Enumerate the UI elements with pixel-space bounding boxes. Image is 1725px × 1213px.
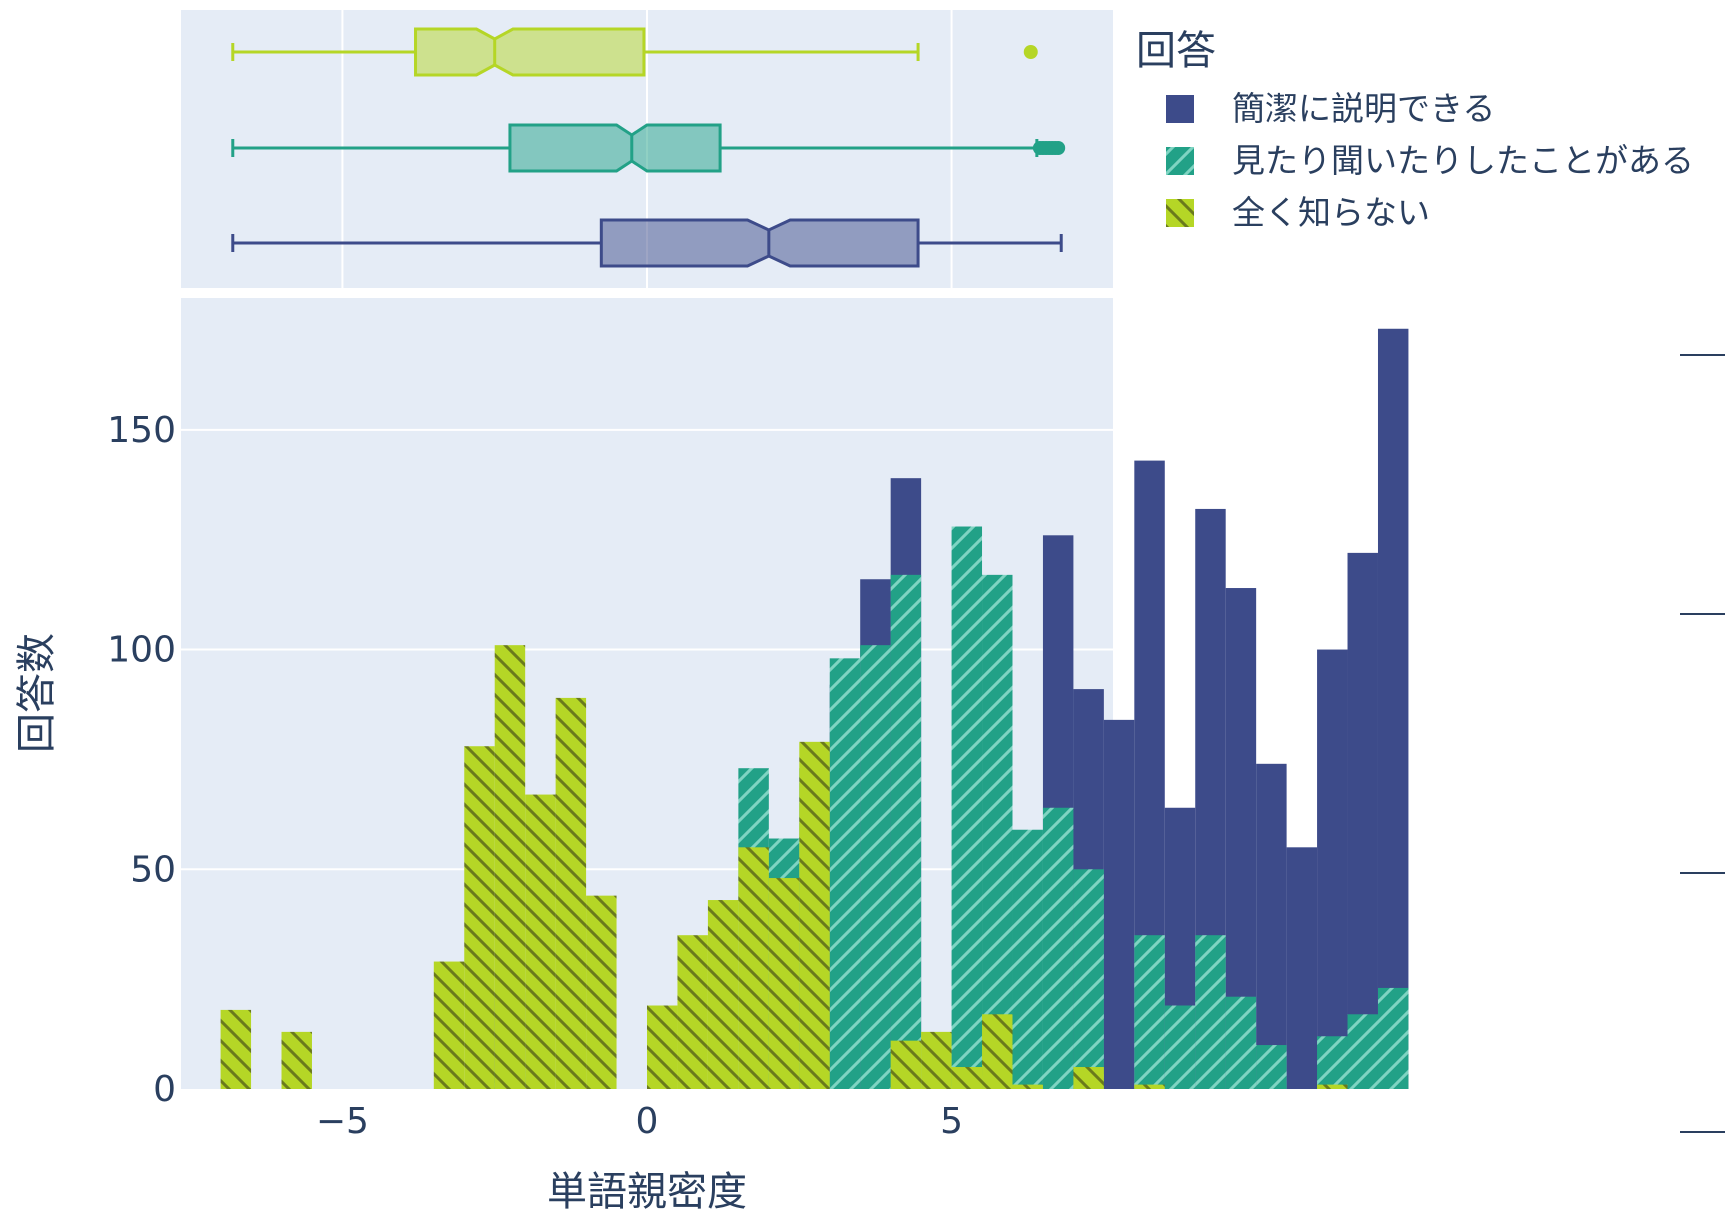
bar-heard [1377, 987, 1409, 1089]
bar-unknown [1317, 1084, 1348, 1089]
boxplot-box [414, 27, 646, 77]
bar-heard [1012, 829, 1043, 1089]
bar-unknown [982, 1014, 1013, 1089]
y-tick-label: 50 [130, 849, 176, 890]
x-axis-ticks: −5 0 5 [316, 1101, 963, 1142]
bar-heard [890, 574, 922, 1089]
boxplot-outlier [1023, 45, 1038, 59]
bar-explain [1317, 649, 1348, 1089]
boxplot [231, 218, 1063, 268]
boxplot-layer [231, 27, 1066, 268]
x-tick-label: −5 [316, 1101, 369, 1142]
bar-unknown [768, 878, 800, 1089]
legend: 回答 簡潔に説明できる 見たり聞いたりしたことがある 全く知らない [1136, 28, 1694, 232]
legend-label-explain: 簡潔に説明できる [1232, 89, 1495, 128]
legend-swatch-explain [1166, 95, 1194, 123]
bar-heard [860, 645, 891, 1089]
bar-heard [1042, 807, 1074, 1089]
edge-marks [1680, 354, 1725, 1133]
bar-unknown [707, 900, 739, 1089]
y-tick-label: 0 [153, 1069, 176, 1110]
legend-item-explain[interactable]: 簡潔に説明できる [1166, 89, 1495, 128]
bar-heard [1134, 935, 1165, 1089]
bar-explain [1256, 763, 1287, 1089]
bar-unknown [494, 645, 526, 1089]
boxplot-outlier [1051, 141, 1066, 155]
bar-explain [1286, 847, 1318, 1089]
bar-explain [1103, 719, 1135, 1089]
legend-label-heard: 見たり聞いたりしたことがある [1232, 141, 1694, 180]
bar-unknown [464, 746, 495, 1089]
bar-unknown [738, 847, 769, 1089]
boxplot-box [508, 123, 722, 173]
y-axis-title: 回答数 [14, 633, 60, 753]
bar-unknown [647, 1005, 678, 1089]
bar-unknown [525, 794, 556, 1089]
x-tick-label: 0 [636, 1101, 659, 1142]
boxplot [231, 123, 1066, 173]
bar-heard [951, 526, 983, 1089]
boxplot [231, 27, 1038, 77]
bar-unknown [799, 741, 830, 1089]
bar-unknown [220, 1009, 252, 1089]
y-axis-ticks: 0 50 100 150 [107, 410, 176, 1110]
bar-unknown [555, 697, 587, 1089]
bar-unknown [1134, 1084, 1165, 1089]
bar-unknown [951, 1067, 983, 1089]
bar-explain [1377, 328, 1409, 1089]
bar-heard [829, 658, 861, 1089]
bar-heard [1256, 1045, 1287, 1089]
y-tick-label: 150 [107, 410, 176, 451]
bar-unknown [677, 935, 708, 1089]
bar-unknown [1012, 1084, 1043, 1089]
legend-swatch-unknown [1166, 199, 1194, 227]
bar-explain [1347, 552, 1378, 1089]
x-axis-title: 単語親密度 [547, 1169, 747, 1213]
bar-unknown [586, 895, 617, 1089]
bar-heard [1317, 1036, 1348, 1089]
legend-swatch-heard [1166, 147, 1194, 175]
bar-heard [1225, 996, 1257, 1089]
legend-title: 回答 [1136, 28, 1216, 74]
legend-label-unknown: 全く知らない [1232, 193, 1430, 232]
bar-unknown [281, 1031, 312, 1089]
bar-heard [1073, 869, 1104, 1089]
legend-item-heard[interactable]: 見たり聞いたりしたことがある [1166, 141, 1694, 180]
bar-heard [1347, 1014, 1378, 1089]
histogram-bars [220, 328, 1409, 1089]
y-tick-label: 100 [107, 630, 176, 671]
bar-unknown [1073, 1067, 1104, 1089]
bar-heard [1164, 1005, 1196, 1089]
bar-unknown [433, 961, 465, 1089]
x-tick-label: 5 [940, 1101, 963, 1142]
legend-item-unknown[interactable]: 全く知らない [1166, 193, 1430, 232]
bar-heard [1195, 935, 1226, 1089]
bar-heard [982, 574, 1013, 1089]
boxplot-box [599, 218, 920, 268]
bar-unknown [890, 1040, 922, 1089]
bar-unknown [921, 1031, 952, 1089]
